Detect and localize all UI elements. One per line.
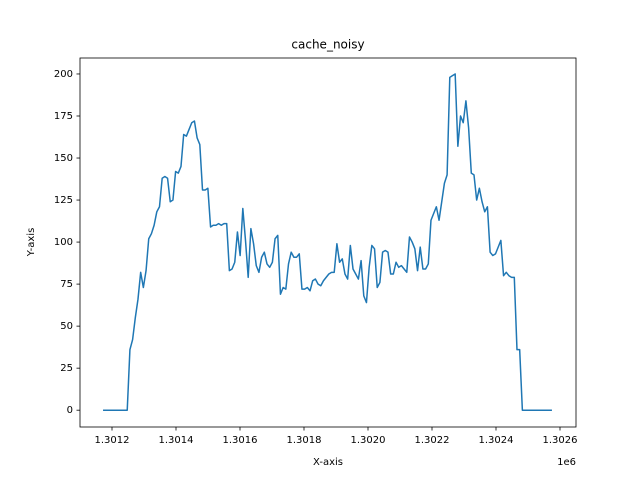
y-tick-label: 150 xyxy=(54,153,73,164)
y-tick-label: 0 xyxy=(67,405,73,416)
y-tick-label: 75 xyxy=(60,279,73,290)
y-tick-label: 175 xyxy=(54,111,73,122)
chart-title: cache_noisy xyxy=(291,38,364,52)
y-tick-label: 200 xyxy=(54,69,73,80)
y-tick-label: 100 xyxy=(54,237,73,248)
data-line xyxy=(103,73,552,411)
x-axis-label: X-axis xyxy=(313,457,343,468)
x-tick-label: 1.3014 xyxy=(159,435,194,446)
x-tick-label: 1.3026 xyxy=(543,435,578,446)
y-tick-label: 125 xyxy=(54,195,73,206)
x-tick-label: 1.3022 xyxy=(415,435,450,446)
y-tick-label: 25 xyxy=(60,363,73,374)
x-tick-label: 1.3018 xyxy=(287,435,322,446)
axes-frame xyxy=(79,57,577,428)
x-tick-label: 1.3020 xyxy=(351,435,386,446)
x-tick-label: 1.3012 xyxy=(95,435,130,446)
y-axis-label: Y-axis xyxy=(26,228,37,258)
x-offset-label: 1e6 xyxy=(557,457,576,468)
x-tick-label: 1.3024 xyxy=(479,435,514,446)
y-tick-label: 50 xyxy=(60,321,73,332)
x-tick-label: 1.3016 xyxy=(223,435,258,446)
